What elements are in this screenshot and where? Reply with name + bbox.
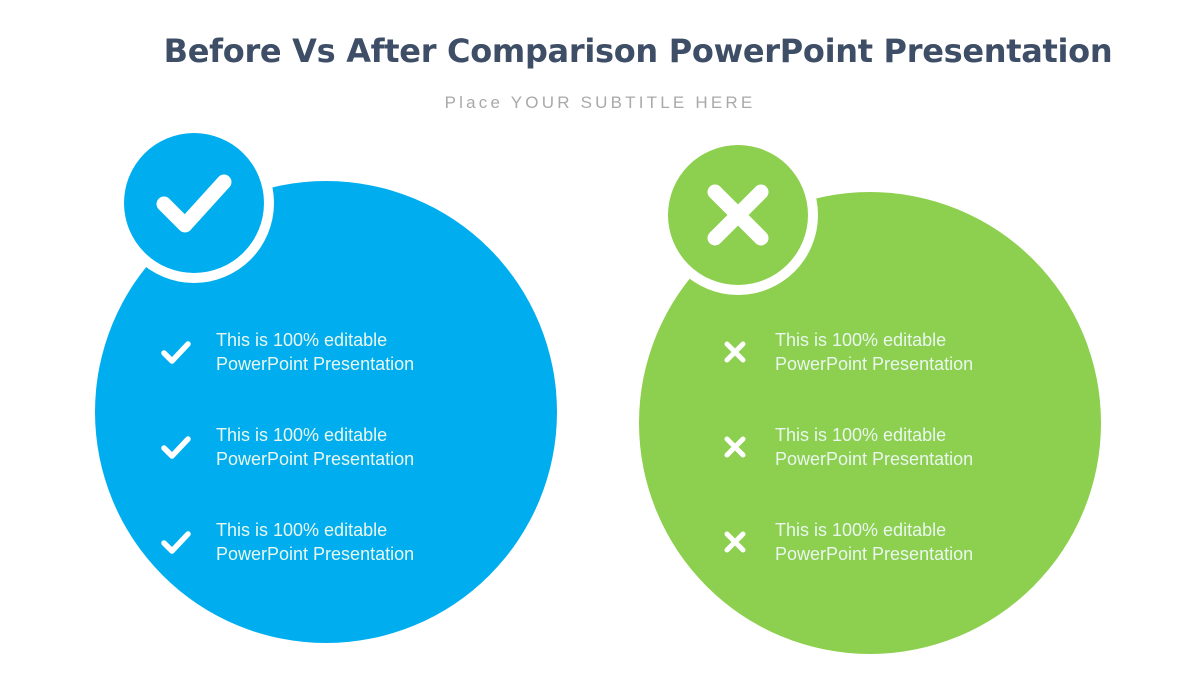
check-icon xyxy=(158,429,194,465)
before-item-text: This is 100% editable PowerPoint Present… xyxy=(216,330,415,374)
check-icon xyxy=(156,174,232,233)
before-item-text: This is 100% editable PowerPoint Present… xyxy=(216,425,415,469)
x-icon xyxy=(717,429,753,465)
after-item-text: This is 100% editable PowerPoint Present… xyxy=(775,330,974,374)
x-icon xyxy=(717,334,753,370)
before-list-item: This is 100% editable PowerPoint Present… xyxy=(158,423,414,471)
slide-title: Before Vs After Comparison PowerPoint Pr… xyxy=(163,32,1113,70)
before-list-item: This is 100% editable PowerPoint Present… xyxy=(158,518,414,566)
before-badge xyxy=(124,133,264,273)
x-icon xyxy=(717,524,753,560)
after-item-text: This is 100% editable PowerPoint Present… xyxy=(775,425,974,469)
slide-subtitle: Place YOUR SUBTITLE HERE xyxy=(444,93,756,112)
after-list-item: This is 100% editable PowerPoint Present… xyxy=(717,518,973,566)
check-icon xyxy=(158,524,194,560)
after-badge xyxy=(668,145,808,285)
after-item-text: This is 100% editable PowerPoint Present… xyxy=(775,520,974,564)
x-icon xyxy=(707,184,769,246)
before-item-text: This is 100% editable PowerPoint Present… xyxy=(216,520,415,564)
before-list-item: This is 100% editable PowerPoint Present… xyxy=(158,328,414,376)
after-list-item: This is 100% editable PowerPoint Present… xyxy=(717,423,973,471)
check-icon xyxy=(158,334,194,370)
after-list-item: This is 100% editable PowerPoint Present… xyxy=(717,328,973,376)
